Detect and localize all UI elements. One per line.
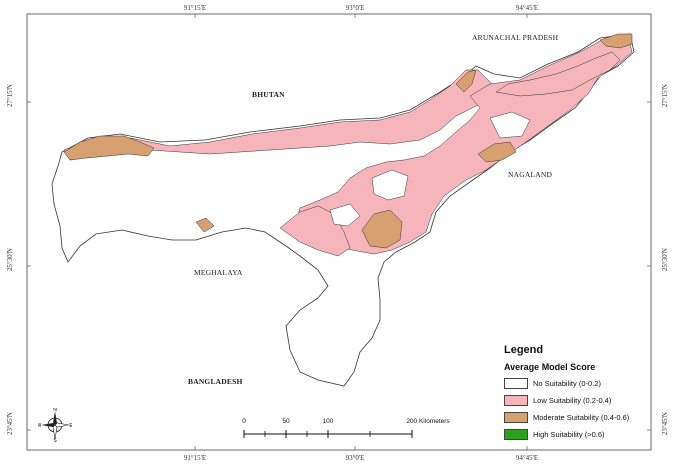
legend-title: Legend	[504, 344, 544, 356]
graticule-top-1: 91°15'E	[183, 4, 207, 12]
graticule-top-2: 93°0'E	[345, 4, 365, 12]
legend-item-moderate: Moderate Suitability (0.4-0.6)	[504, 410, 654, 425]
graticule-right-1: 27°15'N	[661, 84, 669, 108]
legend-item-no: No Suitability (0-0.2)	[504, 376, 654, 391]
legend-swatch-high	[504, 429, 528, 440]
north-arrow-icon: N S E W	[38, 408, 72, 442]
legend-label-no: No Suitability (0-0.2)	[533, 379, 601, 388]
compass-s: S	[53, 438, 57, 442]
legend: Legend Average Model Score No Suitabilit…	[504, 344, 654, 444]
graticule-bottom-2: 93°0'E	[345, 454, 365, 462]
label-meghalaya: MEGHALAYA	[194, 268, 243, 277]
graticule-right-3: 23°45'N	[661, 412, 669, 436]
scale-bar-graphic	[243, 430, 413, 438]
compass-e: E	[69, 423, 72, 429]
graticule-bottom-3: 94°45'E	[515, 454, 539, 462]
graticule-left-1: 27°15'N	[6, 84, 14, 108]
legend-subtitle: Average Model Score	[504, 362, 596, 372]
moderate-suitability-zones	[63, 33, 633, 249]
graticule-left-3: 23°45'N	[6, 412, 14, 436]
compass-w: W	[38, 423, 42, 429]
compass-n: N	[53, 408, 57, 413]
graticule-bottom-1: 91°15'E	[183, 454, 207, 462]
legend-item-low: Low Suitability (0.2-0.4)	[504, 393, 654, 408]
scale-tick-200: 200 Kilometers	[406, 418, 450, 425]
low-suitability-zones	[63, 35, 633, 257]
no-suitability-patches	[329, 111, 531, 227]
label-bangladesh: BANGLADESH	[188, 377, 243, 386]
graticule-left-2: 25°30'N	[6, 248, 14, 272]
legend-swatch-no	[504, 378, 528, 389]
legend-label-moderate: Moderate Suitability (0.4-0.6)	[533, 413, 630, 422]
graticule-top-3: 94°45'E	[515, 4, 539, 12]
legend-item-high: High Suitability (>0.6)	[504, 427, 654, 442]
legend-label-high: High Suitability (>0.6)	[533, 430, 605, 439]
scale-tick-50: 50	[282, 418, 290, 425]
scale-tick-100: 100	[322, 418, 334, 425]
graticule-right-2: 25°30'N	[661, 248, 669, 272]
legend-label-low: Low Suitability (0.2-0.4)	[533, 396, 612, 405]
label-nagaland: NAGALAND	[508, 170, 553, 179]
legend-swatch-moderate	[504, 412, 528, 423]
legend-swatch-low	[504, 395, 528, 406]
label-arunachal-pradesh: ARUNACHAL PRADESH	[472, 33, 559, 42]
scale-bar: 0 50 100 200 Kilometers	[240, 418, 450, 442]
label-bhutan: BHUTAN	[252, 90, 285, 99]
scale-tick-0: 0	[242, 418, 246, 425]
graticule-ticks	[27, 14, 651, 450]
